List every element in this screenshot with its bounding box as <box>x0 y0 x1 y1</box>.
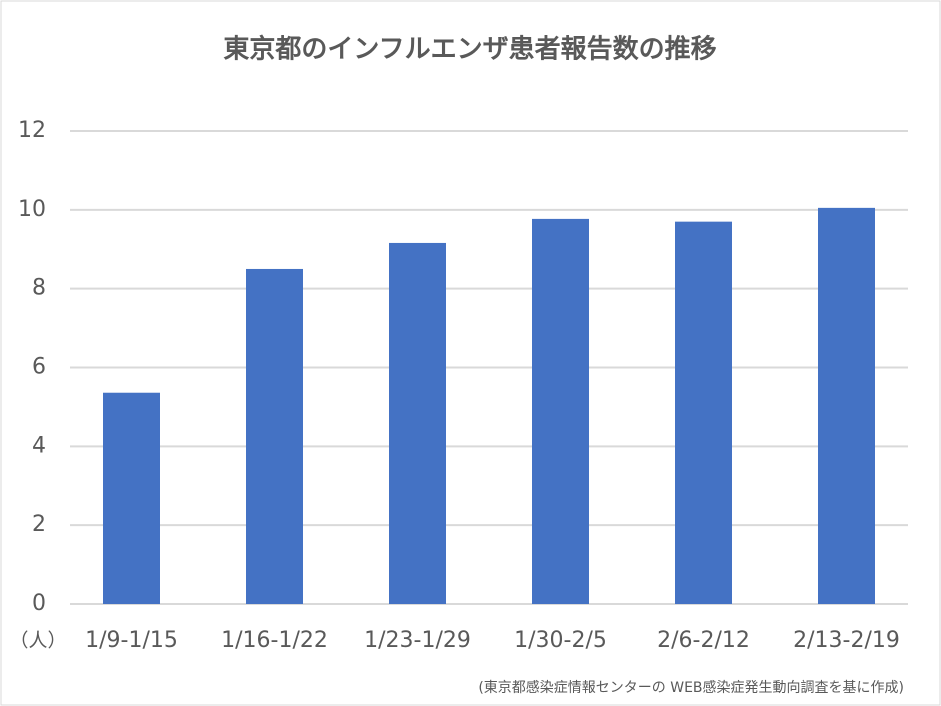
x-tick-label: 1/9-1/15 <box>85 628 178 653</box>
bar <box>675 221 732 605</box>
y-tick-label: 12 <box>18 118 46 143</box>
x-tick-label: 1/23-1/29 <box>364 628 471 653</box>
x-tick-label: 1/16-1/22 <box>221 628 328 653</box>
y-unit-label: （人） <box>9 630 66 652</box>
y-tick-label: 10 <box>18 197 46 222</box>
bar <box>532 218 589 604</box>
bar <box>818 207 875 605</box>
chart-title: 東京都のインフルエンザ患者報告数の推移 <box>223 34 716 65</box>
y-tick-label: 6 <box>32 355 46 380</box>
bar <box>246 268 303 604</box>
y-tick-label: 2 <box>32 512 46 537</box>
y-tick-label: 8 <box>32 276 46 301</box>
bar <box>103 392 160 604</box>
y-tick-label: 4 <box>32 433 46 458</box>
y-tick-label: 0 <box>32 591 46 616</box>
x-tick-label: 1/30-2/5 <box>514 628 607 653</box>
x-tick-label: 2/6-2/12 <box>657 628 750 653</box>
bar <box>389 242 446 604</box>
source-note: (東京都感染症情報センターの WEB感染症発生動向調査を基に作成) <box>478 679 904 696</box>
x-tick-label: 2/13-2/19 <box>793 628 900 653</box>
